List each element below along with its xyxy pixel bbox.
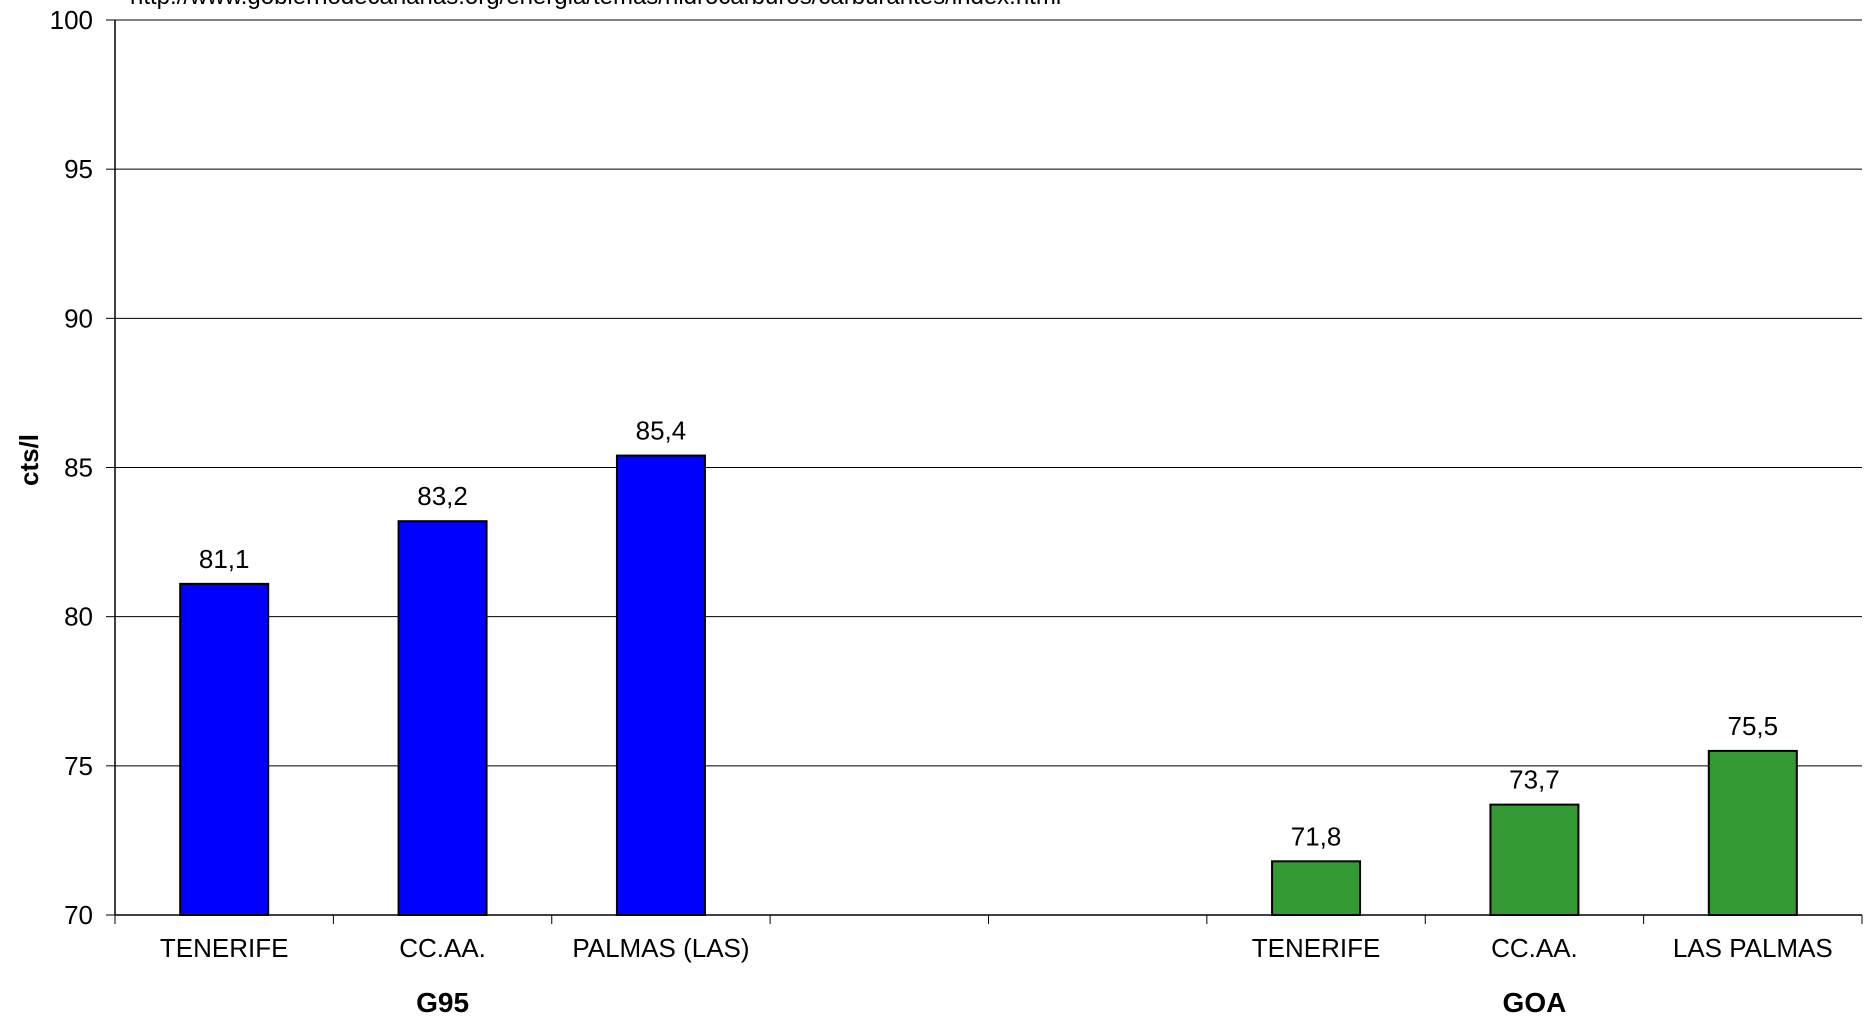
y-tick-label: 100 <box>50 5 93 35</box>
y-tick-label: 90 <box>64 303 93 333</box>
category-label: CC.AA. <box>399 933 486 963</box>
bar <box>1271 860 1362 916</box>
y-tick-label: 70 <box>64 900 93 930</box>
y-tick-label: 75 <box>64 751 93 781</box>
y-tick-label: 85 <box>64 453 93 483</box>
labels: 70 75 80 85 90 95 100 81,1 TENERIFE 83,2 CC.AA. 85,… <box>50 5 1833 1016</box>
category-label: TENERIFE <box>1252 933 1381 963</box>
data-label: 73,7 <box>1509 765 1560 795</box>
data-label: 83,2 <box>417 481 468 511</box>
bar <box>1707 749 1798 917</box>
axes <box>106 19 1863 924</box>
bar <box>615 454 706 916</box>
group-label: G95 <box>416 987 469 1016</box>
data-label: 71,8 <box>1291 821 1342 851</box>
category-label: PALMAS (LAS) <box>572 933 749 963</box>
gridlines <box>115 19 1862 767</box>
category-label: TENERIFE <box>160 933 289 963</box>
data-label: 75,5 <box>1728 711 1779 741</box>
source-url-text: http://www.gobiernodecanarias.org/energi… <box>130 0 1061 10</box>
bar <box>397 520 488 916</box>
y-axis-title: cts/l <box>14 434 44 486</box>
data-label: 85,4 <box>636 416 687 446</box>
data-label: 81,1 <box>199 544 250 574</box>
category-label: LAS PALMAS <box>1673 933 1833 963</box>
bar <box>179 582 270 916</box>
bar <box>1489 803 1580 916</box>
bars <box>179 454 1798 917</box>
y-tick-label: 80 <box>64 602 93 632</box>
category-label: CC.AA. <box>1491 933 1578 963</box>
group-label: GOA <box>1503 987 1567 1016</box>
y-tick-label: 95 <box>64 154 93 184</box>
